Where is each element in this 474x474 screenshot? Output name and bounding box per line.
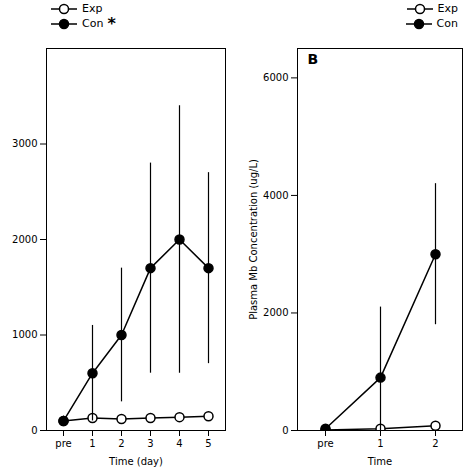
- svg-text:0: 0: [31, 425, 37, 436]
- svg-text:0: 0: [282, 425, 288, 436]
- html-text:Exp: Exp: [437, 2, 458, 15]
- svg-text:4000: 4000: [263, 190, 288, 201]
- svg-text:Time: Time: [367, 456, 392, 467]
- svg-text:1000: 1000: [12, 329, 37, 340]
- svg-text:2000: 2000: [12, 234, 37, 245]
- svg-text:pre: pre: [55, 438, 71, 449]
- svg-text:2000: 2000: [263, 307, 288, 318]
- html-text:Con: Con: [436, 17, 458, 30]
- svg-text:1: 1: [377, 438, 383, 449]
- svg-text:Time (day): Time (day): [108, 456, 163, 467]
- html-text:Con *: Con *: [82, 14, 116, 33]
- svg-text:pre: pre: [317, 438, 333, 449]
- svg-text:6000: 6000: [263, 72, 288, 83]
- svg-text:Plasma Mb Concentration (ug/L): Plasma Mb Concentration (ug/L): [248, 159, 259, 320]
- svg-text:B: B: [308, 51, 319, 67]
- svg-text:1: 1: [89, 438, 95, 449]
- svg-text:4: 4: [176, 438, 182, 449]
- svg-text:3: 3: [147, 438, 153, 449]
- svg-text:3000: 3000: [12, 138, 37, 149]
- svg-text:5: 5: [205, 438, 211, 449]
- svg-text:2: 2: [118, 438, 124, 449]
- html-text:Exp: Exp: [82, 2, 103, 15]
- svg-text:2: 2: [432, 438, 438, 449]
